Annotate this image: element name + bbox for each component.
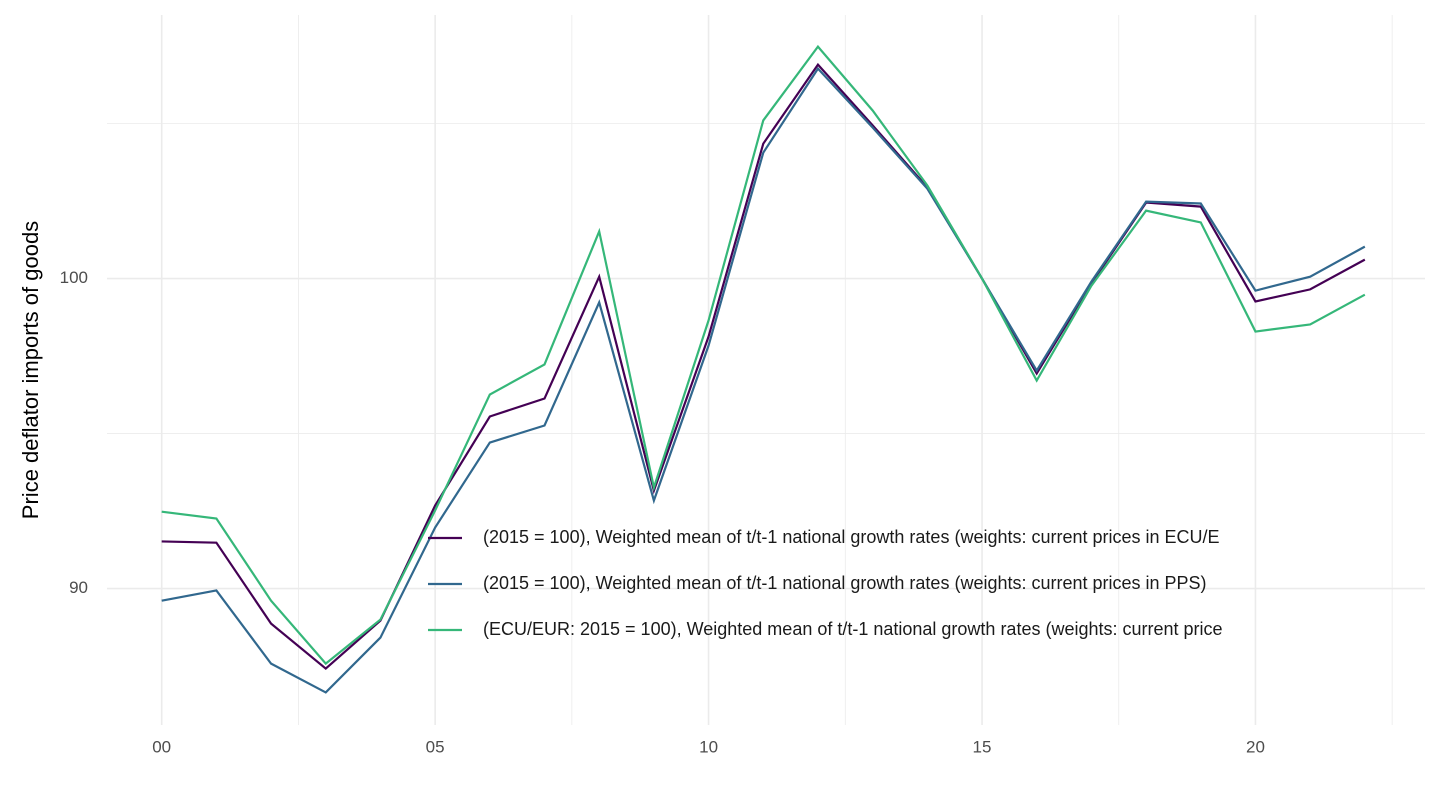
x-tick-label: 05 bbox=[426, 737, 445, 756]
data-line bbox=[161, 44, 1366, 666]
x-tick-label: 00 bbox=[152, 737, 171, 756]
y-axis-title: Price deflator imports of goods bbox=[18, 221, 43, 519]
data-line bbox=[161, 66, 1366, 694]
legend-label: (2015 = 100), Weighted mean of t/t-1 nat… bbox=[483, 573, 1207, 593]
legend-label: (ECU/EUR: 2015 = 100), Weighted mean of … bbox=[483, 619, 1223, 639]
data-line bbox=[161, 62, 1366, 671]
legend-label: (2015 = 100), Weighted mean of t/t-1 nat… bbox=[483, 527, 1220, 547]
x-tick-label: 20 bbox=[1246, 737, 1265, 756]
x-tick-label: 10 bbox=[699, 737, 718, 756]
y-tick-label: 100 bbox=[60, 268, 88, 287]
y-tick-label: 90 bbox=[69, 578, 88, 597]
x-tick-label: 15 bbox=[973, 737, 992, 756]
